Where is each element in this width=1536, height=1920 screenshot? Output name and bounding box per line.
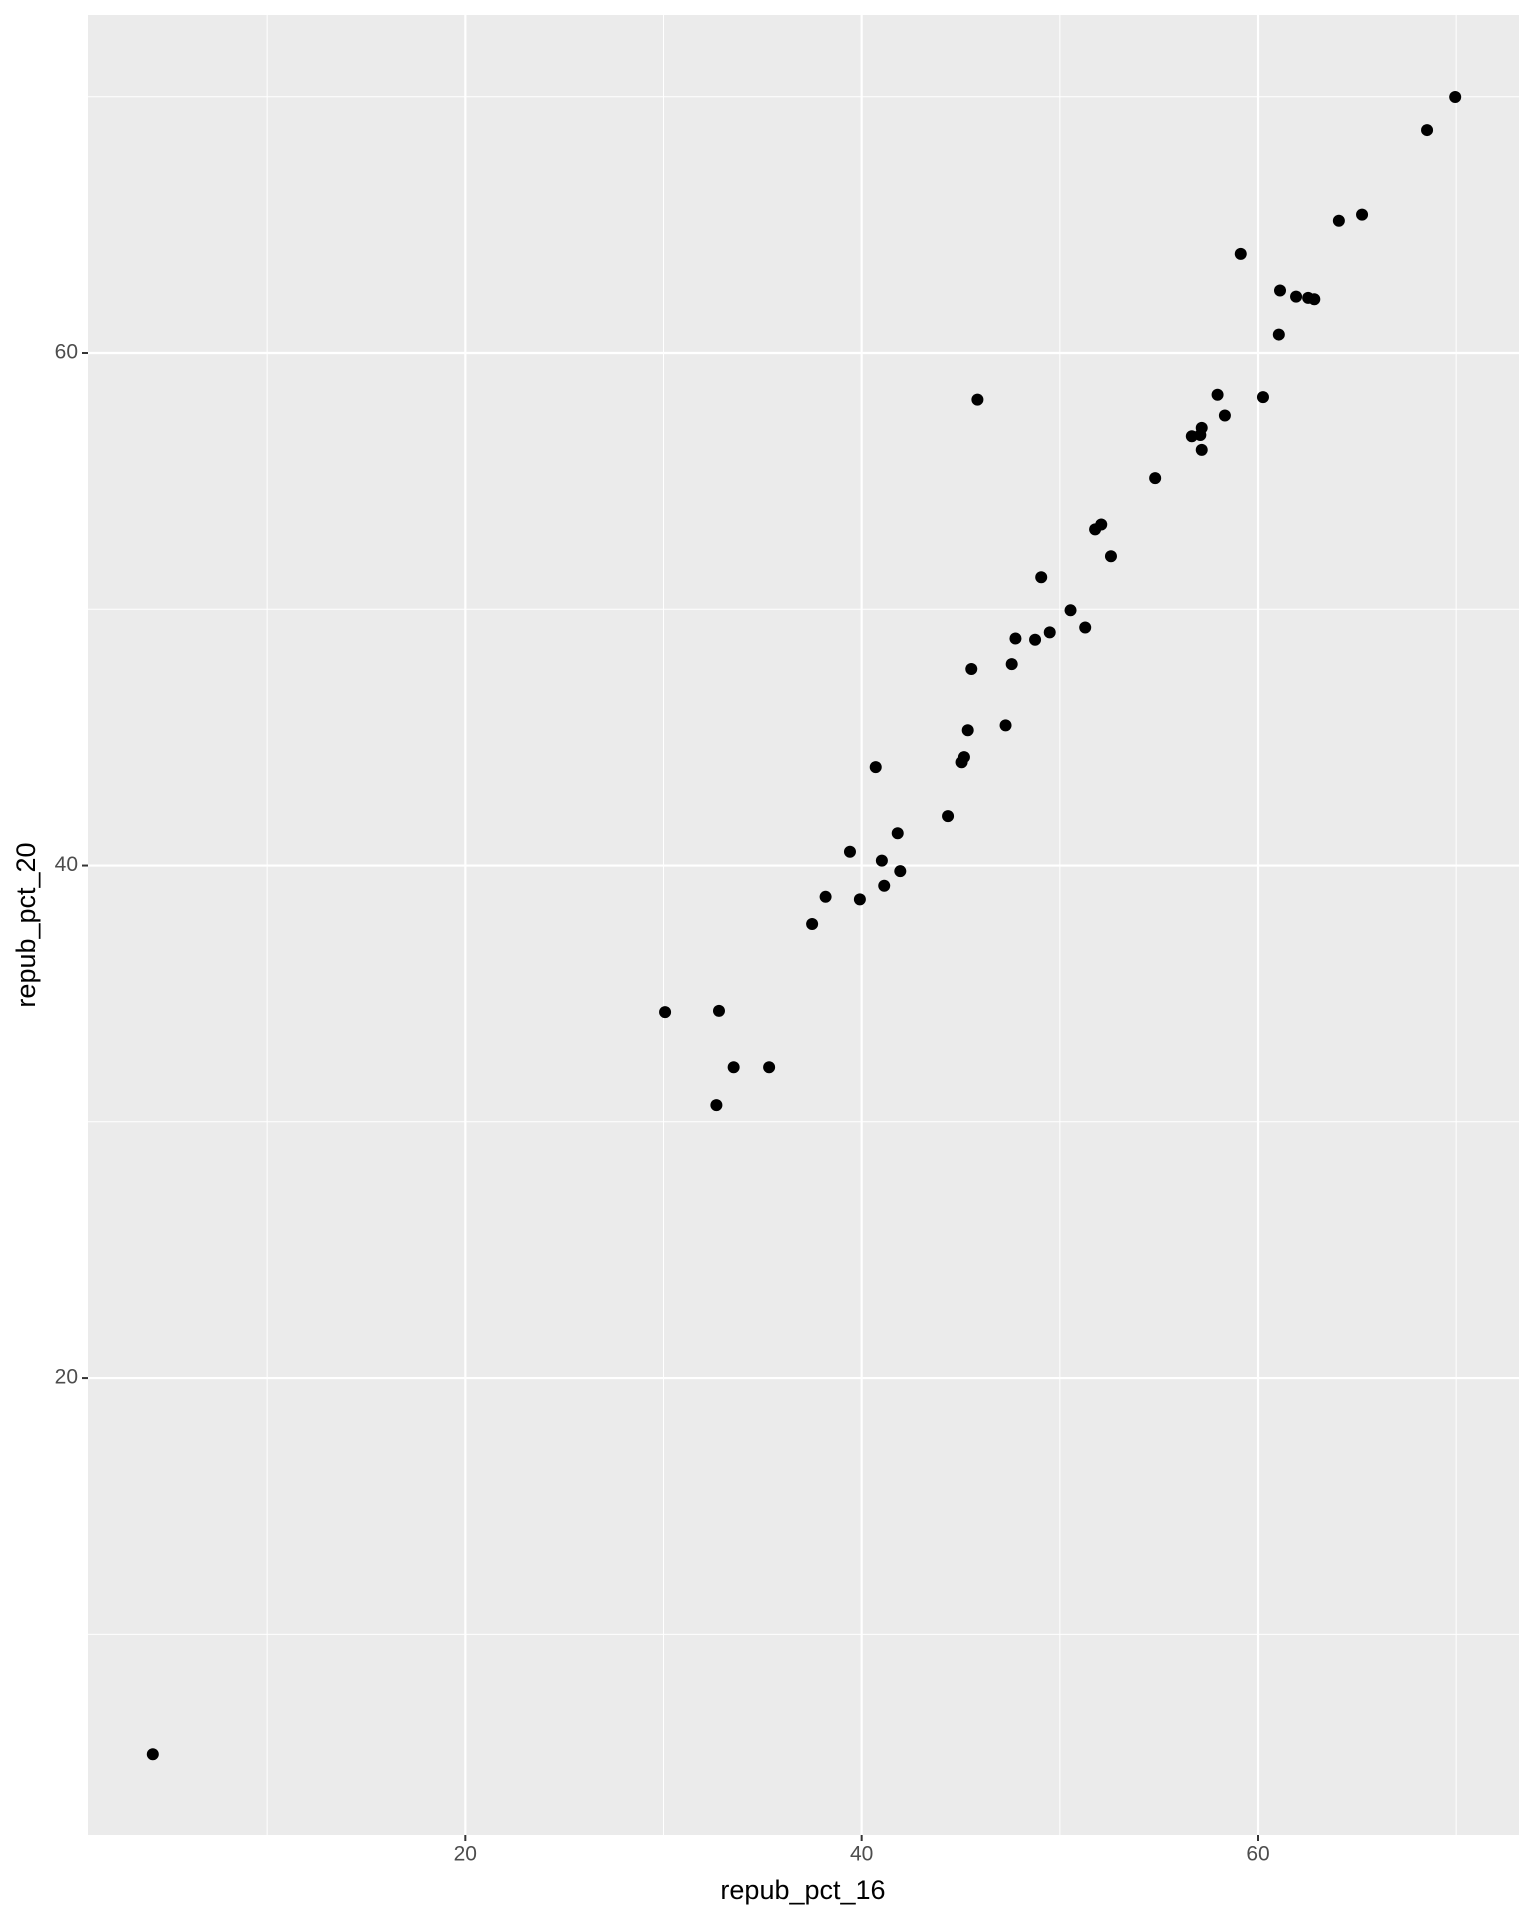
point: [763, 1061, 776, 1074]
point: [999, 719, 1012, 732]
point: [843, 845, 856, 858]
point: [1079, 621, 1092, 634]
point: [869, 761, 882, 774]
plot-panel: [88, 15, 1519, 1835]
point: [1356, 208, 1369, 221]
point: [1449, 91, 1462, 104]
point: [894, 865, 907, 878]
point: [1095, 518, 1108, 531]
point: [1332, 214, 1345, 227]
y-tick-label: 20: [55, 1366, 78, 1389]
y-tick-label: 60: [55, 341, 78, 364]
point: [1043, 626, 1056, 639]
point: [727, 1061, 740, 1074]
point: [1421, 124, 1434, 137]
point: [1234, 247, 1247, 260]
point: [878, 879, 891, 892]
point: [1274, 284, 1287, 297]
point: [1290, 290, 1303, 303]
point: [1308, 293, 1321, 306]
point: [1195, 421, 1208, 434]
x-tick-label: 20: [454, 1843, 477, 1866]
point: [146, 1748, 159, 1761]
point: [853, 893, 866, 906]
point: [875, 854, 888, 867]
point: [1064, 604, 1077, 617]
point: [1256, 391, 1269, 404]
point: [942, 810, 955, 823]
point: [971, 393, 984, 406]
point: [1104, 550, 1117, 563]
point: [712, 1004, 725, 1017]
point: [1272, 328, 1285, 341]
point: [1195, 443, 1208, 456]
point: [1211, 388, 1224, 401]
point: [961, 724, 974, 737]
x-tick-label: 40: [850, 1843, 873, 1866]
point: [891, 827, 904, 840]
point: [710, 1099, 723, 1112]
point: [1218, 409, 1231, 422]
point: [1009, 632, 1022, 645]
x-tick-label: 60: [1246, 1843, 1269, 1866]
x-axis-title: repub_pct_16: [720, 1875, 885, 1905]
point: [1029, 633, 1042, 646]
point: [806, 917, 819, 930]
point: [1035, 571, 1048, 584]
point: [965, 662, 978, 675]
point: [1149, 472, 1162, 485]
point: [957, 751, 970, 764]
point: [659, 1006, 672, 1019]
y-tick-label: 40: [55, 853, 78, 876]
point: [819, 890, 832, 903]
point: [1005, 658, 1018, 671]
y-axis-title: repub_pct_20: [11, 842, 41, 1007]
